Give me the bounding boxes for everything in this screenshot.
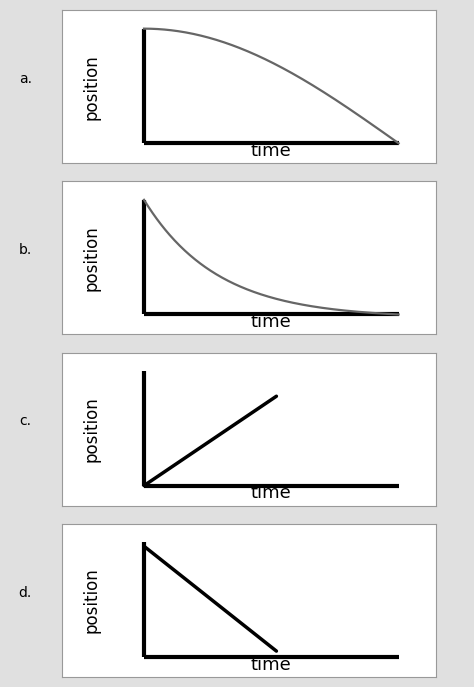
Text: time: time	[251, 313, 292, 331]
Text: time: time	[251, 655, 292, 674]
Text: position: position	[82, 54, 100, 120]
Text: time: time	[251, 484, 292, 502]
Text: position: position	[82, 396, 100, 462]
Text: a.: a.	[18, 72, 32, 86]
Text: position: position	[82, 567, 100, 633]
Text: time: time	[251, 142, 292, 160]
Text: c.: c.	[19, 414, 32, 429]
Text: position: position	[82, 225, 100, 291]
Text: d.: d.	[18, 585, 32, 600]
Text: b.: b.	[18, 243, 32, 257]
